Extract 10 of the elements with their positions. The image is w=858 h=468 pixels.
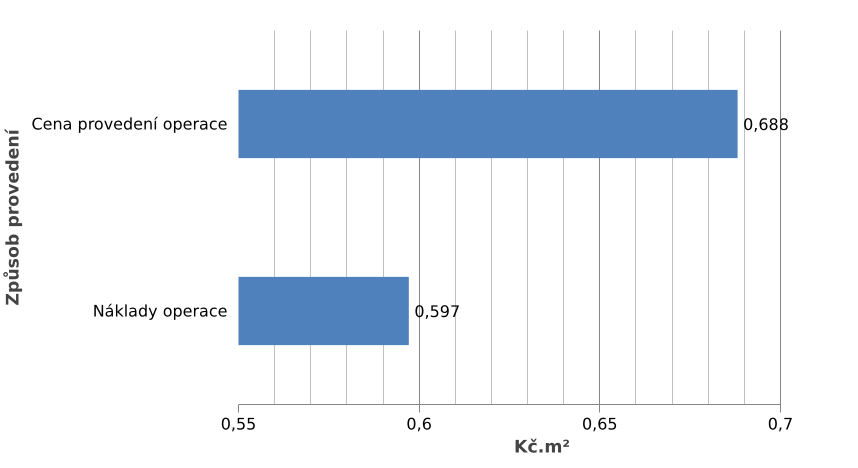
x-axis-title: Kč.m²: [514, 438, 570, 458]
y-tick-label: Cena provedení operace: [31, 114, 228, 134]
x-tick-label: 0,6: [406, 414, 432, 434]
data-label: 0,688: [743, 115, 789, 134]
y-axis-title: Způsob provedení: [2, 128, 24, 306]
x-tick-label: 0,55: [220, 414, 256, 434]
x-tick-label: 0,65: [582, 414, 618, 434]
y-tick-label: Náklady operace: [92, 302, 228, 320]
data-label: 0,597: [414, 302, 460, 321]
x-tick-label: 0,7: [768, 414, 794, 434]
